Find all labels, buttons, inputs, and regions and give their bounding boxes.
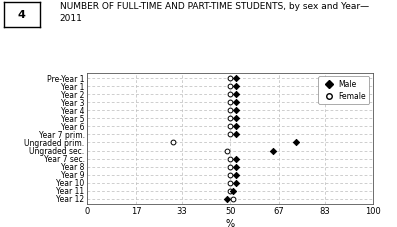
Text: 4: 4	[18, 10, 26, 20]
Point	[170, 141, 176, 144]
Point	[227, 173, 233, 176]
Point	[227, 157, 233, 160]
Point	[233, 125, 239, 128]
Point	[293, 141, 299, 144]
Point	[233, 101, 239, 104]
Point	[227, 101, 233, 104]
Point	[224, 197, 231, 200]
Point	[227, 84, 233, 88]
Point	[227, 165, 233, 168]
Point	[233, 165, 239, 168]
Point	[227, 109, 233, 112]
Point	[233, 173, 239, 176]
Point	[224, 149, 231, 152]
Point	[227, 76, 233, 80]
Text: NUMBER OF FULL-TIME AND PART-TIME STUDENTS, by sex and Year—
2011: NUMBER OF FULL-TIME AND PART-TIME STUDEN…	[60, 2, 369, 23]
Point	[227, 92, 233, 96]
Point	[230, 197, 236, 200]
Point	[233, 157, 239, 160]
Point	[227, 125, 233, 128]
Point	[233, 117, 239, 120]
Point	[227, 189, 233, 192]
Point	[227, 117, 233, 120]
Point	[233, 84, 239, 88]
X-axis label: %: %	[226, 219, 235, 227]
Point	[233, 181, 239, 185]
Point	[233, 76, 239, 80]
Point	[227, 133, 233, 136]
Point	[227, 181, 233, 185]
Point	[230, 189, 236, 192]
Legend: Male, Female: Male, Female	[318, 76, 369, 104]
Point	[233, 109, 239, 112]
Point	[233, 92, 239, 96]
Point	[233, 133, 239, 136]
Point	[270, 149, 276, 152]
